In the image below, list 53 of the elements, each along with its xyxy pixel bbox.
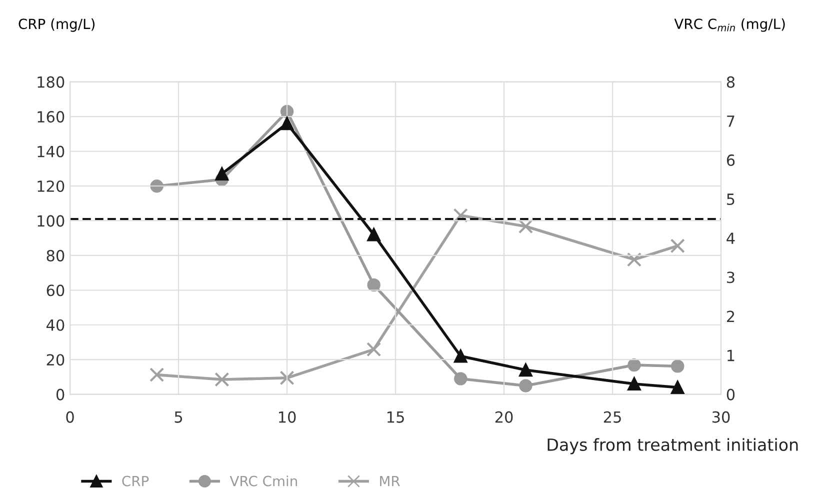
- point: [454, 372, 468, 386]
- y-tick-label: 140: [38, 146, 64, 158]
- y2-tick-label: 3: [727, 272, 734, 284]
- x-tick-label: 25: [604, 411, 621, 423]
- point: [518, 219, 534, 234]
- y-tick-label: 180: [38, 76, 64, 88]
- y2-tick-label: 7: [727, 116, 734, 127]
- y2-axis-title: VRC C$_{min}$ (mg/L): [674, 18, 785, 32]
- x-tick-label: 5: [174, 411, 182, 423]
- point: [519, 363, 532, 377]
- legend-label: VRC Cmin: [230, 476, 297, 486]
- x-tick-label: 15: [387, 411, 404, 423]
- x-tick-label: 10: [278, 411, 296, 423]
- point: [280, 116, 294, 130]
- legend-label: MR: [380, 476, 400, 486]
- x-axis-title: Days from treatment initiation: [548, 438, 798, 454]
- point: [454, 350, 468, 363]
- point: [628, 358, 641, 372]
- point: [280, 370, 294, 386]
- x-tick-label: 30: [712, 411, 730, 423]
- point: [519, 379, 532, 392]
- point: [367, 228, 380, 242]
- y2-tick-label: 4: [726, 232, 735, 244]
- point: [150, 367, 164, 382]
- x-tick-label: 20: [495, 411, 513, 423]
- y-tick-label: 120: [38, 180, 64, 192]
- point: [214, 372, 230, 387]
- y-tick-label: 60: [46, 284, 64, 296]
- y-tick-label: 80: [46, 250, 64, 262]
- y2-tick-label: 6: [726, 154, 735, 166]
- y2-tick-label: 0: [726, 388, 735, 400]
- point: [671, 380, 684, 394]
- x-tick-label: 0: [66, 411, 74, 423]
- point: [366, 342, 382, 357]
- point: [150, 180, 164, 193]
- y-tick-label: 160: [38, 111, 64, 123]
- point: [367, 278, 380, 292]
- point: [628, 377, 641, 391]
- point: [626, 252, 642, 267]
- y-tick-label: 40: [46, 319, 64, 331]
- y-tick-label: 20: [46, 354, 64, 366]
- y2-tick-label: 8: [726, 76, 735, 88]
- y-tick-label: 100: [38, 215, 64, 227]
- point: [453, 208, 468, 223]
- point: [670, 238, 685, 254]
- y-axis-title: CRP (mg/L): [18, 18, 95, 32]
- point: [215, 167, 229, 180]
- y2-tick-label: 5: [727, 194, 734, 206]
- legend-label: CRP: [122, 476, 149, 486]
- y2-tick-label: 1: [728, 350, 734, 362]
- point: [671, 360, 684, 373]
- y2-tick-label: 2: [726, 310, 734, 322]
- y-tick-label: 0: [56, 388, 64, 400]
